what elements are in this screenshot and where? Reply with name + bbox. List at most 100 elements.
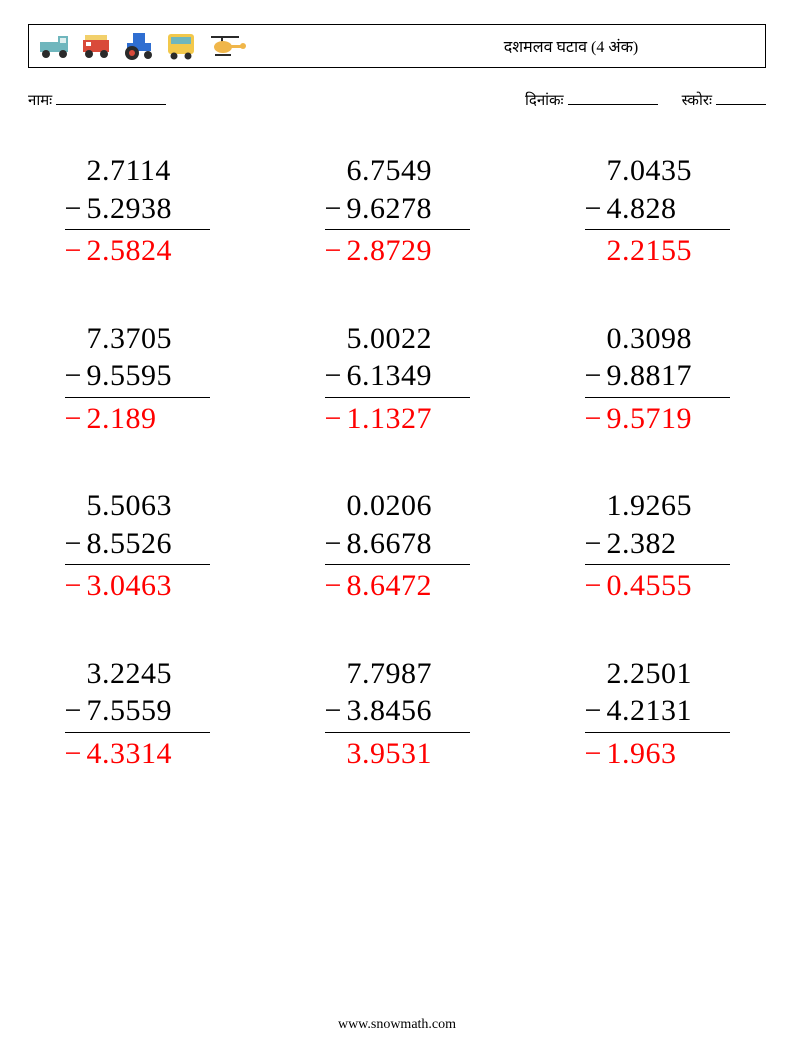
problem: 5.5063−8.5526 −3.0463 [65,487,210,605]
answer: 1.963 [607,735,730,773]
minuend: 2.2501 [607,655,730,693]
problem: 0.0206−8.6678−8.6472 [325,487,470,605]
answer-row: −1.1327 [325,400,470,438]
answer: 4.3314 [87,735,210,773]
subtrahend-row: −9.5595 [65,357,210,395]
subtrahend: 4.2131 [607,692,730,730]
minus-sign: − [325,692,347,730]
sign-blank [65,655,87,693]
answer-row: −2.5824 [65,232,210,270]
minuend-row: 1.9265 [585,487,730,525]
bus-icon [165,31,199,61]
subtrahend: 6.1349 [347,357,470,395]
minuend-row: 5.5063 [65,487,210,525]
score-field: स्कोरः [682,90,766,110]
sign-blank [325,655,347,693]
minuend-row: 5.0022 [325,320,470,358]
answer: 2.2155 [607,232,730,270]
answer-row: −9.5719 [585,400,730,438]
subtrahend-row: −3.8456 [325,692,470,730]
minus-sign: − [585,692,607,730]
sign-blank [585,487,607,525]
minus-sign: − [585,357,607,395]
subtrahend-row: −9.6278 [325,190,470,228]
info-row: नामः दिनांकः स्कोरः [28,90,766,110]
problem: 7.0435−4.8282.2155 [585,152,730,270]
rule-line [585,229,730,230]
subtrahend: 3.8456 [347,692,470,730]
problem: 6.7549−9.6278−2.8729 [325,152,470,270]
problem: 0.3098−9.8817 −9.5719 [585,320,730,438]
worksheet-page: दशमलव घटाव (4 अंक) नामः दिनांकः स्कोरः 2… [0,0,794,1053]
problem: 1.9265−2.382 −0.4555 [585,487,730,605]
subtrahend-row: −2.382 [585,525,730,563]
minus-sign: − [65,357,87,395]
minus-sign: − [325,357,347,395]
minuend-row: 0.0206 [325,487,470,525]
subtrahend-row: −7.5559 [65,692,210,730]
answer: 8.6472 [347,567,470,605]
subtrahend-row: −6.1349 [325,357,470,395]
answer-sign: − [585,735,607,773]
minuend-row: 0.3098 [585,320,730,358]
minuend-row: 2.7114 [65,152,210,190]
firetruck-icon [81,32,115,60]
answer-row: −8.6472 [325,567,470,605]
sign-blank [325,152,347,190]
minuend: 6.7549 [347,152,470,190]
score-label: स्कोरः [682,90,712,110]
sign-blank [65,487,87,525]
answer-row: −4.3314 [65,735,210,773]
answer-sign [325,735,347,773]
subtrahend: 8.6678 [347,525,470,563]
subtrahend: 9.8817 [607,357,730,395]
subtrahend-row: −9.8817 [585,357,730,395]
minuend: 7.3705 [87,320,210,358]
rule-line [325,397,470,398]
name-blank[interactable] [56,90,166,105]
minuend: 2.7114 [87,152,210,190]
problem: 5.0022−6.1349−1.1327 [325,320,470,438]
answer-sign: − [65,400,87,438]
answer-sign: − [65,735,87,773]
rule-line [65,564,210,565]
answer-sign: − [325,232,347,270]
answer-row: 2.2155 [585,232,730,270]
date-blank[interactable] [568,90,658,105]
subtrahend: 8.5526 [87,525,210,563]
name-label: नामः [28,90,52,110]
header-box: दशमलव घटाव (4 अंक) [28,24,766,68]
footer-url: www.snowmath.com [0,1017,794,1033]
answer-row: −3.0463 [65,567,210,605]
rule-line [325,229,470,230]
rule-line [325,564,470,565]
minus-sign: − [65,525,87,563]
answer: 3.9531 [347,735,470,773]
date-field: दिनांकः [525,90,658,110]
score-blank[interactable] [716,90,766,105]
subtrahend-row: −4.2131 [585,692,730,730]
answer: 1.1327 [347,400,470,438]
answer: 2.189 [87,400,210,438]
minuend-row: 7.0435 [585,152,730,190]
minus-sign: − [325,525,347,563]
minus-sign: − [585,525,607,563]
subtrahend: 2.382 [607,525,730,563]
minuend-row: 7.3705 [65,320,210,358]
minuend: 0.3098 [607,320,730,358]
subtrahend: 4.828 [607,190,730,228]
answer-row: −0.4555 [585,567,730,605]
rule-line [65,397,210,398]
subtrahend: 9.5595 [87,357,210,395]
minuend: 0.0206 [347,487,470,525]
rule-line [65,732,210,733]
sign-blank [325,320,347,358]
subtrahend-row: −8.6678 [325,525,470,563]
sign-blank [65,152,87,190]
rule-line [585,564,730,565]
answer: 3.0463 [87,567,210,605]
minuend: 5.5063 [87,487,210,525]
minuend: 7.7987 [347,655,470,693]
helicopter-icon [207,33,247,59]
answer-row: −1.963 [585,735,730,773]
